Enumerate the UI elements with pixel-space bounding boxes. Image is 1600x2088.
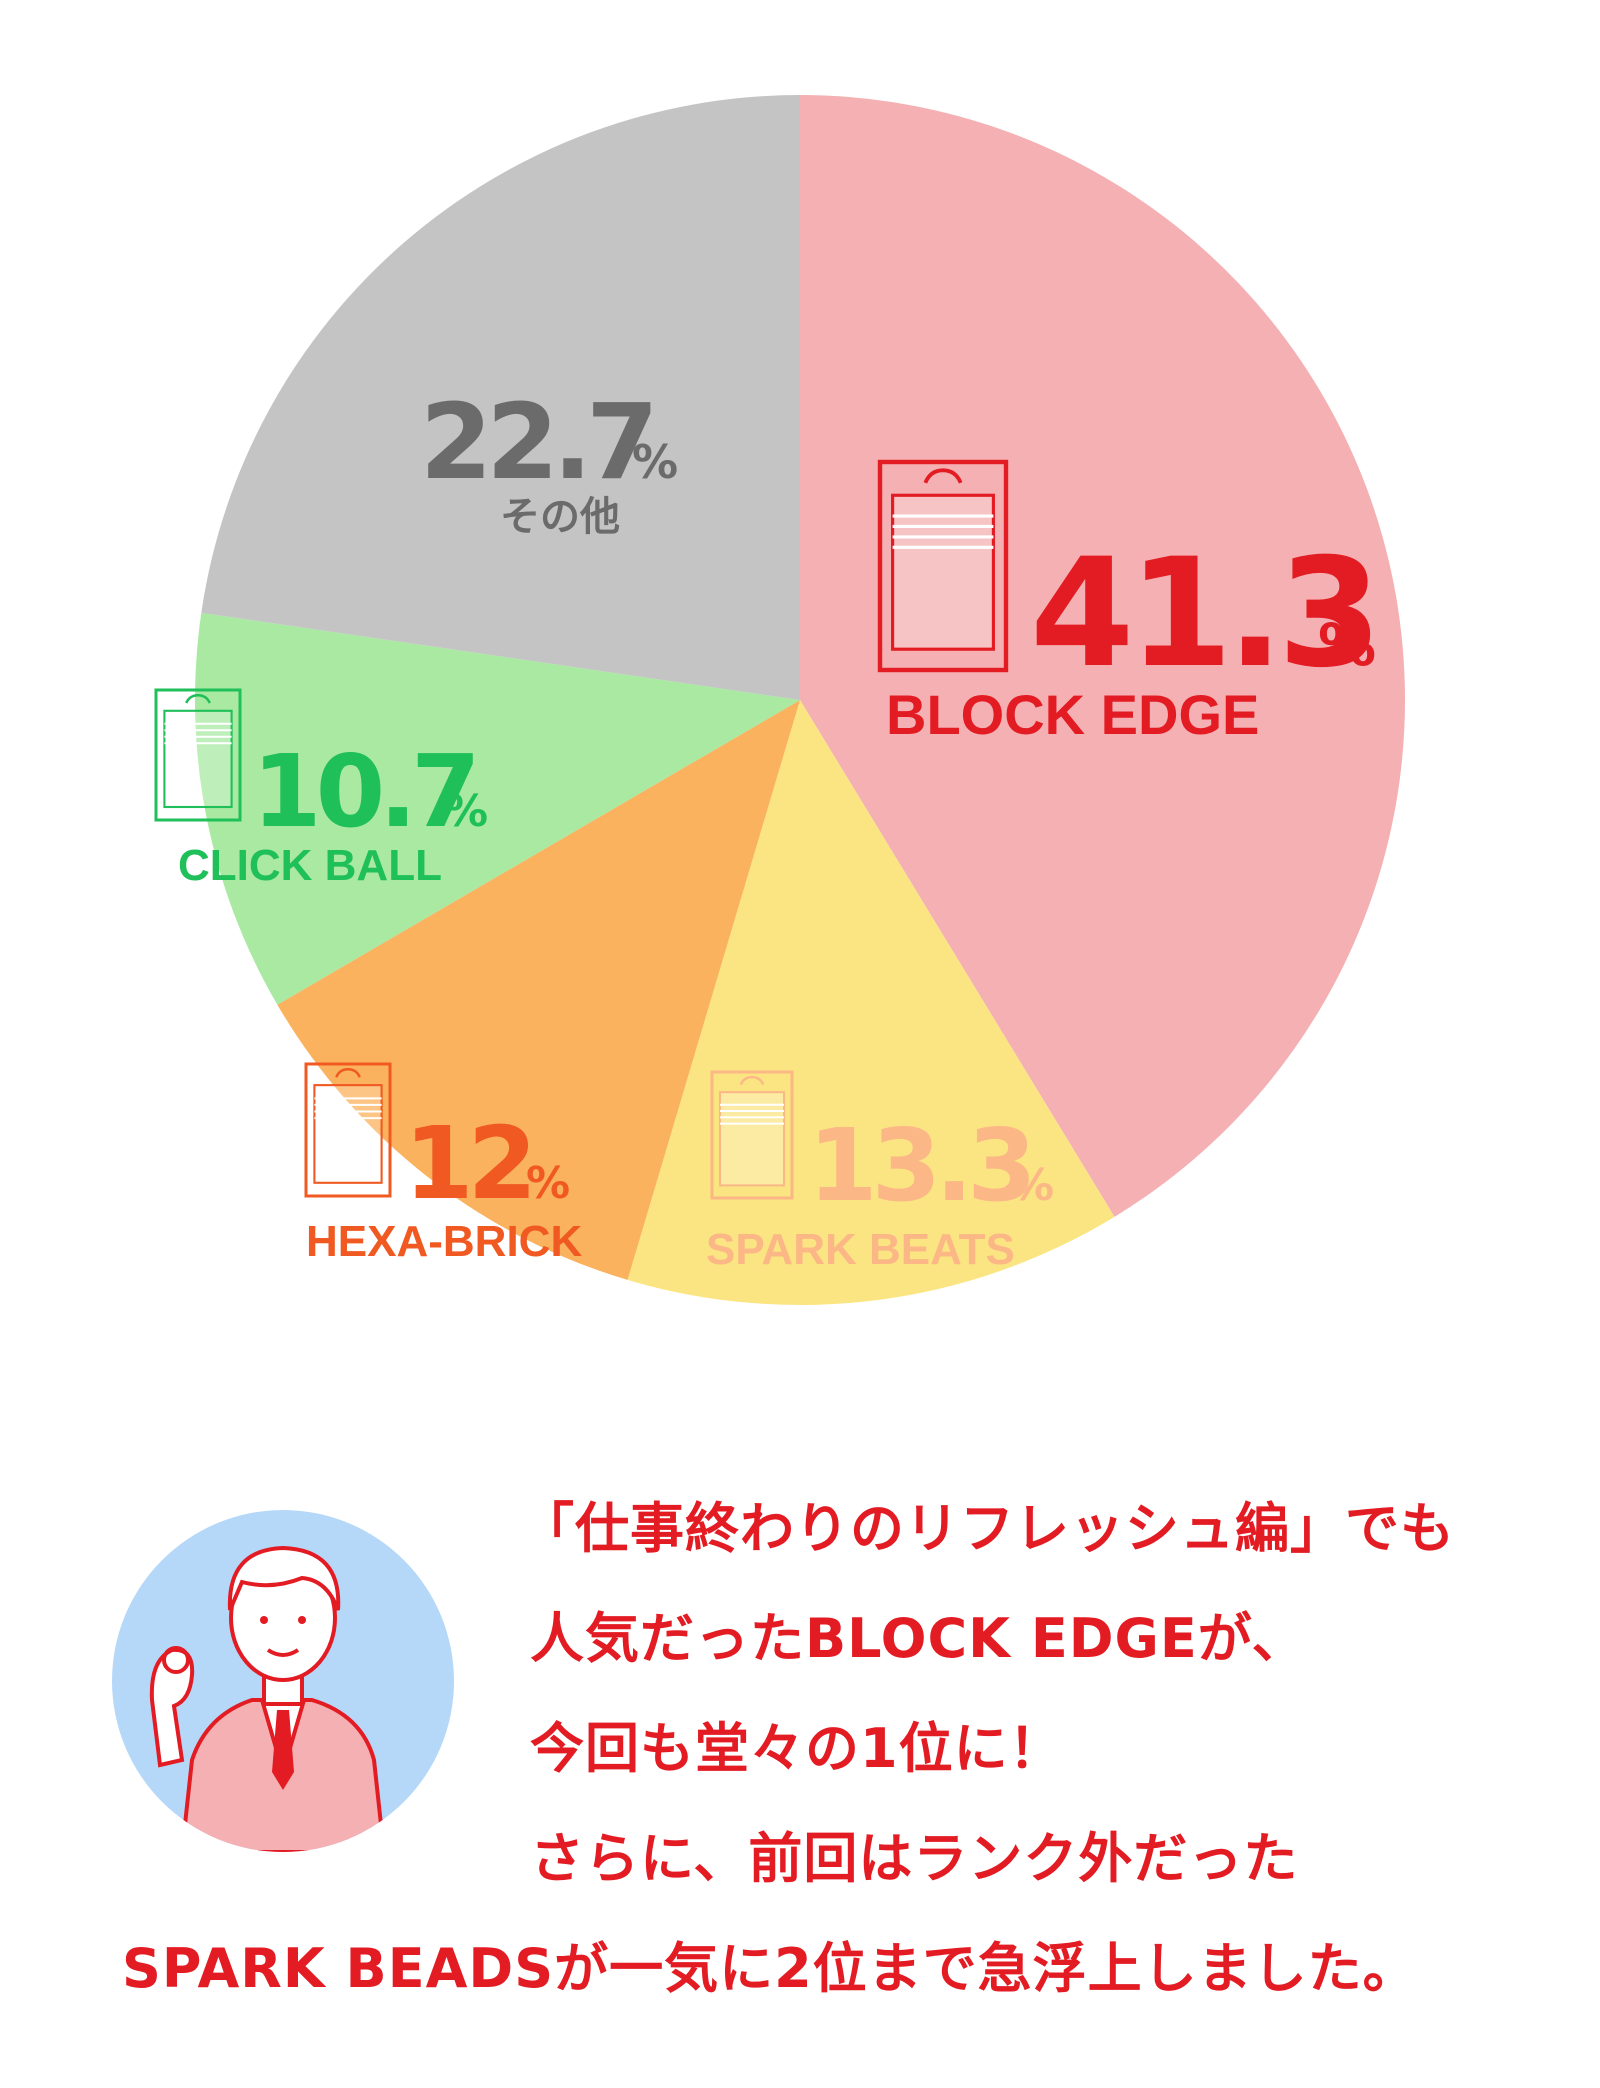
pie-slice — [201, 95, 800, 700]
businessman-icon — [149, 1545, 387, 1852]
data-label: 12 — [404, 1105, 531, 1222]
caption-line: 人気だったBLOCK EDGEが、 — [530, 1607, 1307, 1670]
caption-line: さらに、前回はランク外だった — [530, 1827, 1299, 1890]
pie-chart: 41.3% BLOCK EDGE 13.3% SPARK BEATS 12% HEXA-B… — [154, 95, 1405, 1305]
percent-sign: % — [632, 435, 678, 489]
slice-label: SPARK BEATS — [706, 1225, 1015, 1274]
package-icon — [710, 1070, 794, 1200]
pie-slice — [277, 700, 801, 1280]
percent-sign: % — [526, 1158, 570, 1209]
data-label: 13.3 — [808, 1107, 1031, 1224]
data-label: 10.7 — [252, 733, 475, 850]
package-icon — [877, 459, 1009, 673]
caption-line: 今回も堂々の1位に！ — [530, 1717, 1064, 1780]
caption-line: SPARK BEADSが一気に2位まで急浮上しました。 — [122, 1937, 1418, 2000]
slice-label: その他 — [500, 494, 620, 540]
slice-label: HEXA-BRICK — [306, 1217, 582, 1266]
data-label: 41.3 — [1030, 527, 1376, 701]
pie-slice — [195, 612, 800, 1005]
caption-line: 「仕事終わりのリフレッシュ編」でも — [520, 1497, 1455, 1560]
pie-slice — [800, 95, 1405, 1217]
avatar — [112, 1510, 454, 1852]
data-label: 22.7 — [420, 381, 653, 503]
package-icon — [304, 1062, 392, 1198]
package-icon — [154, 688, 242, 822]
percent-sign: % — [1318, 611, 1376, 679]
slice-label: CLICK BALL — [178, 841, 442, 890]
percent-sign: % — [444, 786, 488, 837]
pie-slice — [627, 700, 1115, 1305]
slice-label: BLOCK EDGE — [886, 683, 1259, 746]
percent-sign: % — [1010, 1160, 1054, 1211]
